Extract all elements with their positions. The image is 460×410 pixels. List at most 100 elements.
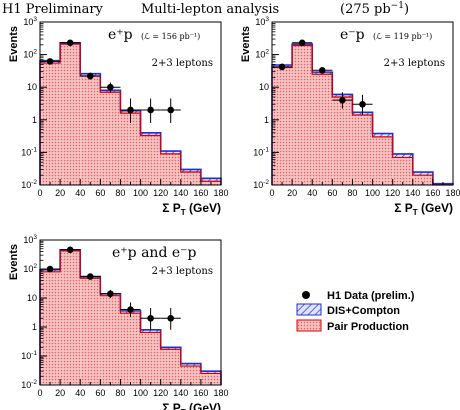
y-tick-label: 1 bbox=[264, 115, 269, 125]
data-point-5 bbox=[147, 314, 154, 322]
panel-label: e⁺p bbox=[108, 27, 133, 43]
dis-bin-8 bbox=[200, 371, 221, 374]
y-tick-label: 10 bbox=[27, 82, 37, 92]
x-tick-label: 20 bbox=[55, 388, 65, 398]
y-tick-label: 103 bbox=[23, 234, 37, 245]
pair-bin-6 bbox=[160, 349, 181, 385]
y-axis-title: Events bbox=[8, 26, 20, 62]
pair-bin-2 bbox=[80, 76, 101, 185]
panel-2: 0 20 40 60 80 100 120 140 160 180 10-2 10-1 1 10 102 10… bbox=[240, 16, 460, 217]
x-tick-label: 180 bbox=[213, 388, 228, 398]
legend-pair-label: Pair Production bbox=[327, 321, 409, 333]
y-tick-label: 102 bbox=[23, 49, 37, 60]
y-tick-label: 10-2 bbox=[253, 179, 269, 190]
header-luminosity: (275 pb−1) bbox=[340, 1, 409, 17]
dis-bin-7 bbox=[180, 363, 201, 367]
x-tick-label: 40 bbox=[307, 188, 317, 198]
dis-bin-6 bbox=[160, 151, 181, 154]
data-point-2 bbox=[86, 273, 94, 280]
legend-data-marker bbox=[302, 291, 310, 299]
x-tick-label: 180 bbox=[445, 188, 460, 198]
data-point-5 bbox=[147, 106, 154, 114]
legend: H1 Data (prelim.) DIS+Compton Pair Produ… bbox=[296, 290, 415, 333]
panel-selection: 2+3 leptons bbox=[384, 58, 445, 69]
x-tick-label: 0 bbox=[37, 388, 42, 398]
y-tick-label: 10-1 bbox=[21, 350, 37, 361]
legend-pair-swatch bbox=[296, 319, 322, 332]
x-tick-label: 40 bbox=[75, 388, 85, 398]
x-tick-label: 120 bbox=[385, 188, 400, 198]
pair-bin-7 bbox=[180, 172, 201, 185]
x-tick-label: 60 bbox=[95, 188, 105, 198]
x-tick-label: 180 bbox=[213, 188, 228, 198]
x-tick-label: 0 bbox=[269, 188, 274, 198]
header-analysis: Multi-lepton analysis bbox=[141, 2, 279, 17]
pair-bin-6 bbox=[160, 153, 181, 185]
pair-bin-2 bbox=[80, 278, 101, 385]
panel-luminosity: (ℒ = 119 pb⁻¹) bbox=[373, 32, 432, 41]
y-tick-label: 10-1 bbox=[253, 146, 269, 157]
pair-bin-0 bbox=[272, 67, 293, 185]
data-point-4 bbox=[127, 306, 134, 313]
dis-bin-7 bbox=[180, 169, 201, 173]
data-point-3 bbox=[107, 290, 114, 298]
x-axis-title: Σ PT (GeV) bbox=[394, 201, 453, 217]
header-experiment: H1 Preliminary bbox=[2, 2, 104, 17]
x-tick-label: 100 bbox=[133, 188, 148, 198]
panel-1: 0 20 40 60 80 100 120 140 160 180 10-2 10-1 1 10 102 10… bbox=[8, 16, 229, 217]
data-point-2 bbox=[86, 72, 94, 80]
pair-bin-4 bbox=[120, 313, 141, 385]
legend-dis-swatch bbox=[296, 303, 322, 316]
data-point-3 bbox=[339, 96, 346, 104]
x-tick-label: 140 bbox=[173, 188, 188, 198]
panel-label: e⁻p bbox=[340, 27, 365, 43]
y-tick-label: 10-2 bbox=[21, 179, 37, 190]
data-point-1 bbox=[298, 39, 306, 47]
pair-bin-3 bbox=[100, 92, 121, 185]
x-tick-label: 0 bbox=[37, 188, 42, 198]
x-tick-label: 40 bbox=[75, 188, 85, 198]
pair-bin-1 bbox=[292, 45, 313, 185]
pair-bin-0 bbox=[40, 271, 61, 385]
data-point-0 bbox=[46, 58, 54, 65]
y-tick-label: 10 bbox=[259, 82, 269, 92]
data-point-4 bbox=[359, 100, 366, 108]
panel-selection: 2+3 leptons bbox=[152, 58, 213, 69]
y-tick-label: 1 bbox=[32, 322, 37, 332]
data-point-3 bbox=[107, 83, 114, 91]
y-tick-label: 10 bbox=[27, 293, 37, 303]
data-point-1 bbox=[66, 246, 74, 254]
pair-outline bbox=[271, 44, 453, 186]
x-tick-label: 140 bbox=[173, 388, 188, 398]
x-tick-label: 80 bbox=[347, 188, 357, 198]
x-tick-label: 160 bbox=[193, 188, 208, 198]
data-point-1 bbox=[66, 39, 74, 47]
x-axis-title: Σ PT (GeV) bbox=[162, 401, 221, 410]
x-tick-label: 60 bbox=[95, 388, 105, 398]
x-tick-label: 60 bbox=[327, 188, 337, 198]
x-tick-label: 80 bbox=[115, 388, 125, 398]
x-tick-label: 100 bbox=[133, 388, 148, 398]
x-tick-label: 20 bbox=[55, 188, 65, 198]
x-tick-label: 160 bbox=[425, 188, 440, 198]
x-tick-label: 140 bbox=[405, 188, 420, 198]
dis-bin-6 bbox=[392, 153, 413, 158]
y-axis-title: Events bbox=[240, 26, 252, 62]
y-tick-label: 103 bbox=[23, 16, 37, 27]
dis-bin-5 bbox=[140, 329, 161, 333]
pair-bin-5 bbox=[372, 136, 393, 185]
data-point-6 bbox=[167, 314, 175, 322]
x-tick-label: 80 bbox=[115, 188, 125, 198]
pair-bin-1 bbox=[60, 250, 81, 385]
data-point-4 bbox=[127, 106, 134, 114]
x-tick-label: 120 bbox=[153, 188, 168, 198]
x-tick-label: 20 bbox=[287, 188, 297, 198]
pair-bin-4 bbox=[120, 113, 141, 185]
y-axis-title: Events bbox=[8, 244, 20, 280]
data-point-6 bbox=[167, 106, 175, 114]
data-point-2 bbox=[318, 66, 326, 74]
pair-bin-3 bbox=[100, 295, 121, 385]
pair-bin-3 bbox=[332, 97, 353, 185]
dis-bin-8 bbox=[200, 178, 221, 182]
panel-selection: 2+3 leptons bbox=[152, 266, 213, 277]
